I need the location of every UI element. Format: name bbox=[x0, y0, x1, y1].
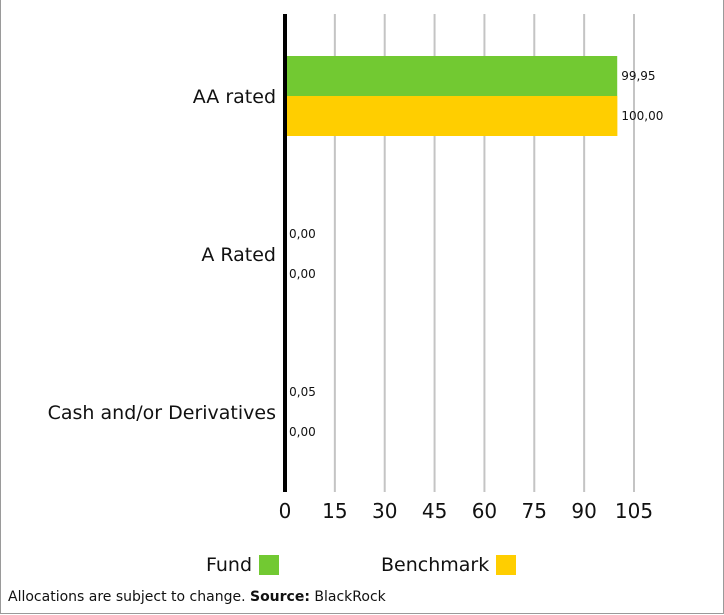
category-label-1: A Rated bbox=[201, 244, 276, 266]
category-label-2: Cash and/or Derivatives bbox=[48, 402, 276, 424]
category-label-0: AA rated bbox=[193, 86, 276, 108]
footnote: Allocations are subject to change. Sourc… bbox=[8, 589, 386, 605]
footnote-text: Allocations are subject to change. bbox=[8, 589, 246, 605]
bar-fund-0 bbox=[285, 56, 618, 96]
allocation-bar-chart: 99,95 100,00 AA rated 0,00 0,00 A Rated 0,05 0,… bbox=[48, 14, 663, 523]
legend-swatch-benchmark bbox=[496, 555, 517, 575]
legend-item-benchmark: Benchmark bbox=[381, 554, 517, 576]
data-label-fund-1: 0,00 bbox=[289, 227, 316, 241]
legend-item-fund: Fund bbox=[206, 554, 280, 576]
data-label-fund-0: 99,95 bbox=[621, 69, 655, 83]
x-tick-label-15: 15 bbox=[322, 499, 347, 523]
x-tick-label-60: 60 bbox=[472, 499, 497, 523]
data-label-benchmark-2: 0,00 bbox=[289, 425, 316, 439]
x-tick-label-45: 45 bbox=[422, 499, 447, 523]
data-label-fund-2: 0,05 bbox=[289, 385, 316, 399]
x-tick-label-75: 75 bbox=[522, 499, 547, 523]
data-label-benchmark-0: 100,00 bbox=[621, 109, 663, 123]
x-tick-label-0: 0 bbox=[279, 499, 292, 523]
legend-swatch-fund bbox=[259, 555, 280, 575]
x-tick-label-105: 105 bbox=[615, 499, 653, 523]
bar-benchmark-0 bbox=[285, 96, 618, 136]
legend-label-benchmark: Benchmark bbox=[381, 554, 490, 576]
x-tick-label-30: 30 bbox=[372, 499, 397, 523]
footnote-source-value: BlackRock bbox=[314, 589, 386, 605]
legend-label-fund: Fund bbox=[206, 554, 253, 576]
x-tick-label-90: 90 bbox=[571, 499, 596, 523]
footnote-source-label: Source: bbox=[249, 589, 310, 605]
data-label-benchmark-1: 0,00 bbox=[289, 267, 316, 281]
